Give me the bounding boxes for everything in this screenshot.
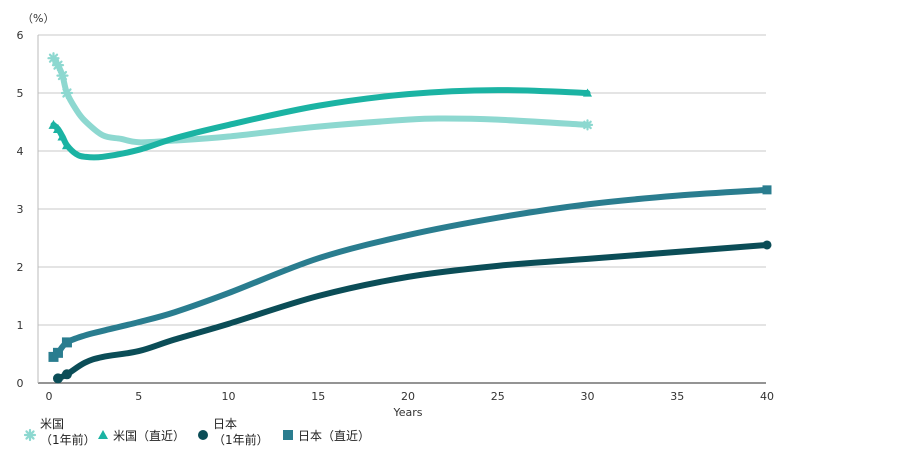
series-end-marker (583, 88, 592, 97)
x-axis-title: Years (392, 406, 422, 419)
y-tick-label: 0 (17, 377, 24, 390)
legend-marker (23, 428, 37, 442)
series-line (54, 241, 770, 382)
series-1 (48, 87, 592, 161)
legend-item: 日本（1年前） (198, 417, 269, 447)
series-end-marker (581, 119, 594, 131)
x-tick-label: 15 (311, 390, 325, 403)
legend-label: 日本（直近） (298, 429, 370, 443)
series-0 (47, 52, 594, 146)
legend-label: （1年前） (213, 432, 269, 447)
data-point-marker (51, 59, 65, 72)
data-point-marker (61, 140, 72, 150)
legend-marker (283, 430, 293, 440)
legend-item: 米国（1年前） (23, 417, 96, 447)
legend-marker (98, 430, 108, 439)
x-tick-label: 25 (491, 390, 505, 403)
gridlines (37, 34, 766, 384)
data-point-marker (48, 119, 59, 129)
y-tick-label: 5 (17, 87, 24, 100)
legend-marker (198, 430, 208, 440)
series-lines (47, 52, 772, 384)
data-point-marker (60, 86, 74, 100)
series-line (50, 55, 591, 146)
legend-item: 米国（直近） (98, 429, 185, 443)
x-tick-label: 20 (401, 390, 415, 403)
legend-label: （1年前） (40, 432, 96, 447)
tick-labels: 0 1 2 3 4 5 6 0 5 10 15 20 25 30 35 40 (17, 29, 775, 403)
x-tick-label: 30 (581, 390, 595, 403)
data-point-marker (52, 373, 63, 384)
data-point-marker (52, 347, 63, 358)
y-tick-label: 4 (17, 145, 24, 158)
series-2 (52, 240, 772, 384)
y-tick-label: 3 (17, 203, 24, 216)
legend-item: 日本（直近） (283, 429, 370, 443)
y-unit-label: （%） (22, 12, 54, 25)
data-point-marker (57, 131, 68, 141)
series-3 (48, 185, 772, 362)
data-point-marker (61, 369, 72, 380)
legend-label: 米国 (40, 417, 64, 431)
data-point-marker (61, 337, 72, 348)
legend-label: 米国（直近） (113, 429, 185, 443)
data-point-marker (52, 123, 63, 133)
legend: 米国（1年前） 米国（直近）日本（1年前） 日本（直近） (23, 417, 370, 447)
x-tick-label: 10 (222, 390, 236, 403)
y-tick-label: 6 (17, 29, 24, 42)
x-tick-label: 5 (135, 390, 142, 403)
data-point-marker (56, 69, 69, 82)
y-tick-label: 2 (17, 261, 24, 274)
x-tick-label: 40 (760, 390, 774, 403)
series-end-marker (762, 240, 772, 250)
legend-label: 日本 (213, 417, 237, 431)
series-end-marker (762, 185, 772, 195)
series-line (50, 186, 770, 360)
x-tick-label: 0 (46, 390, 53, 403)
x-tick-label: 35 (670, 390, 684, 403)
y-tick-label: 1 (17, 319, 24, 332)
